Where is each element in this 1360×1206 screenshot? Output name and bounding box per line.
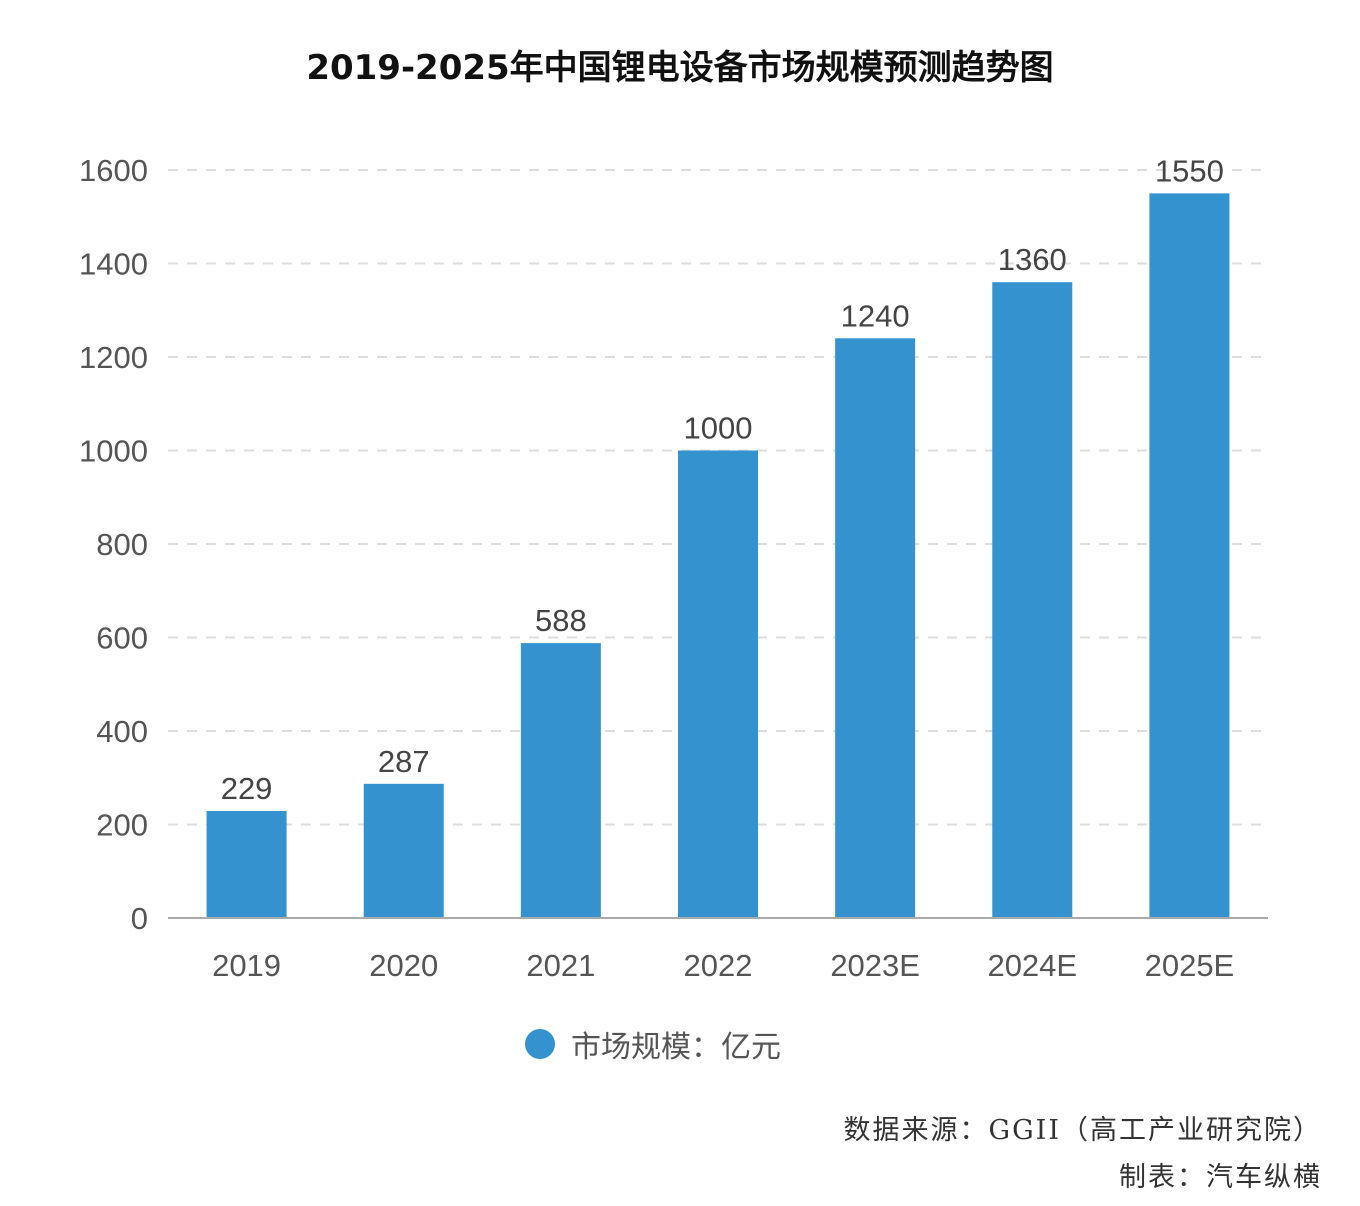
x-axis: 2019 2020 2021 2022 2023E 2024E 2025E — [168, 917, 1268, 983]
x-tick-label: 2025E — [1145, 948, 1235, 983]
x-tick-label: 2022 — [684, 948, 753, 983]
y-tick-label: 400 — [96, 714, 148, 749]
bar — [835, 338, 916, 918]
y-tick-label: 800 — [96, 527, 148, 562]
x-tick-label: 2023E — [830, 948, 920, 983]
bar — [363, 783, 444, 918]
data-label: 287 — [378, 744, 430, 779]
data-label: 1360 — [998, 242, 1067, 277]
y-axis: 0 200 400 600 800 1000 1200 1400 1600 — [79, 153, 148, 936]
source-note: 数据来源：GGII（高工产业研究院） — [843, 1115, 1322, 1146]
y-tick-label: 1000 — [79, 434, 148, 469]
data-label: 1550 — [1155, 153, 1224, 188]
y-tick-label: 1400 — [79, 247, 148, 282]
y-tick-label: 1600 — [79, 153, 148, 188]
grid-lines — [168, 169, 1268, 826]
data-label: 1000 — [684, 411, 753, 446]
bar — [206, 810, 287, 918]
data-label: 1240 — [841, 298, 910, 333]
bar — [520, 643, 601, 918]
y-tick-label: 1200 — [79, 340, 148, 375]
data-label: 588 — [535, 603, 587, 638]
bars: 229 287 588 1000 1240 1360 1550 — [206, 153, 1230, 918]
y-tick-label: 0 — [131, 901, 148, 936]
x-tick-label: 2019 — [212, 948, 281, 983]
bar — [1149, 193, 1230, 918]
bar — [992, 282, 1073, 918]
maker-note: 制表：汽车纵横 — [1119, 1162, 1322, 1193]
bar — [678, 450, 758, 918]
chart-title: 2019-2025年中国锂电设备市场规模预测趋势图 — [306, 48, 1054, 88]
x-tick-label: 2024E — [987, 948, 1077, 983]
y-tick-label: 600 — [96, 621, 148, 656]
x-tick-label: 2020 — [369, 948, 438, 983]
legend-label: 市场规模：亿元 — [571, 1030, 781, 1065]
data-label: 229 — [221, 771, 273, 806]
x-tick-label: 2021 — [526, 948, 595, 983]
legend-swatch — [525, 1029, 555, 1059]
y-tick-label: 200 — [96, 808, 148, 843]
bar-chart: 0 200 400 600 800 1000 1200 1400 1600 229 287 588 1… — [79, 153, 1268, 983]
legend: 市场规模：亿元 — [525, 1022, 781, 1066]
